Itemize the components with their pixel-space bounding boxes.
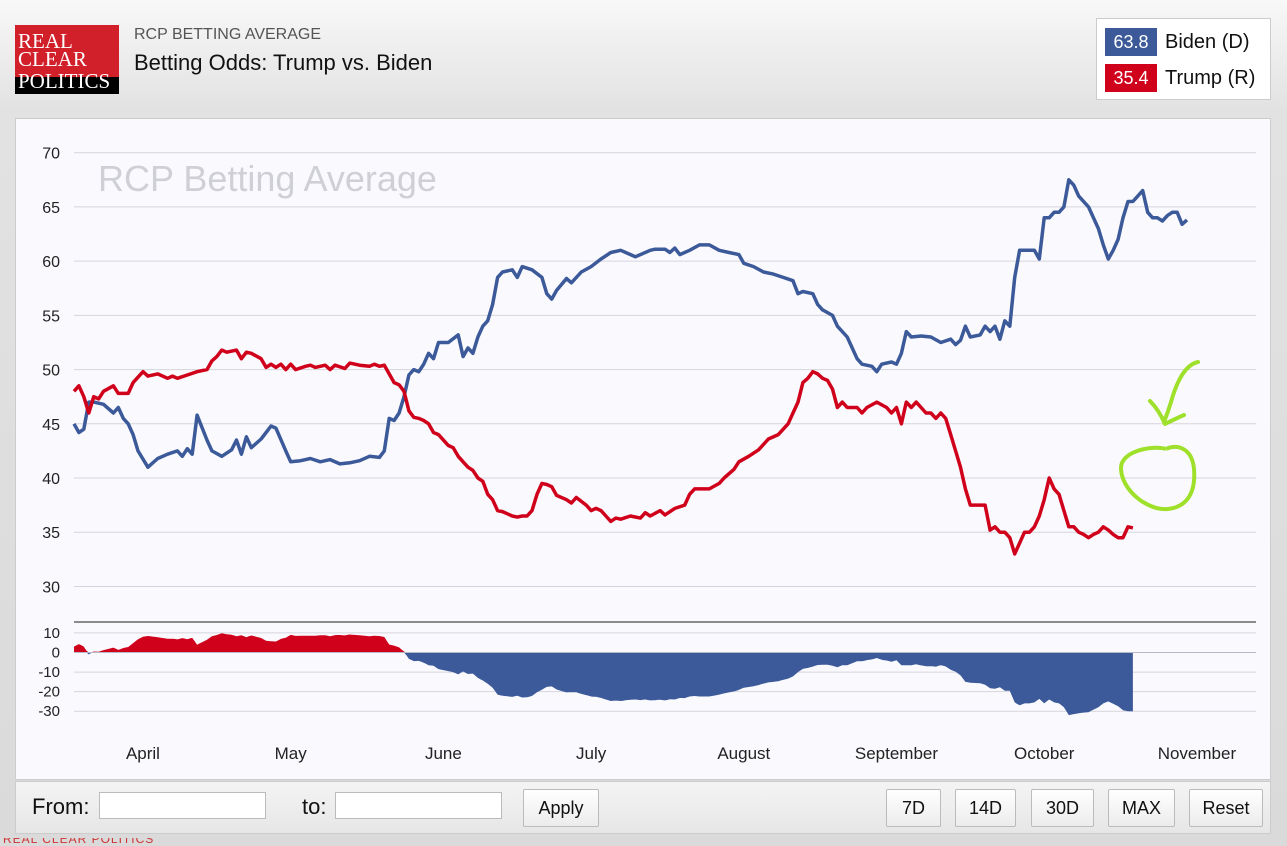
main-y-tick-label: 50 xyxy=(42,363,60,380)
spread-area xyxy=(74,633,1256,716)
annotation-arrow-head xyxy=(1148,399,1186,426)
main-y-tick-label: 60 xyxy=(42,254,60,271)
x-axis: April May June July August September October No… xyxy=(126,744,1237,763)
x-tick-label: September xyxy=(855,744,938,763)
logo-line-1: REAL xyxy=(18,29,73,53)
annotation-circle xyxy=(1118,444,1197,512)
main-y-tick-label: 45 xyxy=(42,417,60,434)
hand-drawn-annotation xyxy=(1118,360,1200,512)
main-y-tick-label: 40 xyxy=(42,471,60,488)
x-tick-label: July xyxy=(576,744,607,763)
legend-name-trump: Trump (R) xyxy=(1165,66,1256,89)
footer-brand: REAL CLEAR POLITICS xyxy=(0,838,200,846)
spread-y-tick-label: 0 xyxy=(52,644,60,661)
range-7d-button[interactable]: 7D xyxy=(886,789,941,827)
spread-y-tick-label: -30 xyxy=(38,703,60,720)
spread-y-tick-label: -20 xyxy=(38,684,60,701)
logo-red-block xyxy=(15,25,119,77)
x-tick-label: November xyxy=(1158,744,1237,763)
main-y-tick-label: 30 xyxy=(42,579,60,596)
main-series xyxy=(72,178,1189,556)
range-30d-button[interactable]: 30D xyxy=(1031,789,1094,827)
main-y-tick-label: 70 xyxy=(42,146,60,163)
chart-watermark: RCP Betting Average xyxy=(98,158,437,199)
apply-button[interactable]: Apply xyxy=(523,789,599,827)
betting-odds-chart: 70 65 60 55 50 45 40 35 30 10 0 -10 -20 -30 RCP Bett… xyxy=(16,119,1270,779)
range-max-button[interactable]: MAX xyxy=(1108,789,1175,827)
x-tick-label: May xyxy=(275,744,308,763)
x-tick-label: August xyxy=(717,744,770,763)
main-grid: 70 65 60 55 50 45 40 35 30 xyxy=(42,146,1256,623)
chart-container: 70 65 60 55 50 45 40 35 30 10 0 -10 -20 -30 RCP Bett… xyxy=(15,118,1271,780)
series-line-trump xyxy=(72,348,1134,556)
legend-item-biden[interactable]: 63.8 Biden (D) xyxy=(1105,28,1249,56)
x-tick-label: June xyxy=(425,744,462,763)
range-controls: From: to: Apply 7D 14D 30D MAX Reset xyxy=(15,781,1271,834)
legend-value-biden: 63.8 xyxy=(1105,28,1157,56)
spread-y-tick-label: 10 xyxy=(43,625,60,642)
to-label: to: xyxy=(302,794,327,819)
from-label: From: xyxy=(32,794,90,819)
spread-area-trump xyxy=(74,633,1133,653)
reset-button[interactable]: Reset xyxy=(1189,789,1263,827)
main-y-tick-label: 65 xyxy=(42,200,60,217)
from-date-input[interactable] xyxy=(99,792,266,819)
main-y-tick-label: 35 xyxy=(42,525,60,542)
legend-value-trump: 35.4 xyxy=(1105,64,1157,92)
rcp-logo[interactable]: REAL CLEAR POLITICS xyxy=(15,25,119,94)
logo-line-3: POLITICS xyxy=(18,69,111,93)
legend: 63.8 Biden (D) 35.4 Trump (R) xyxy=(1096,18,1271,100)
page-title: Betting Odds: Trump vs. Biden xyxy=(134,50,433,75)
legend-name-biden: Biden (D) xyxy=(1165,30,1250,53)
series-line-biden xyxy=(72,178,1189,469)
chart-subtitle: RCP BETTING AVERAGE xyxy=(134,26,322,43)
to-date-input[interactable] xyxy=(335,792,502,819)
annotation-arrow-shaft xyxy=(1162,360,1200,424)
x-tick-label: April xyxy=(126,744,160,763)
range-14d-button[interactable]: 14D xyxy=(955,789,1016,827)
legend-item-trump[interactable]: 35.4 Trump (R) xyxy=(1105,64,1255,92)
spread-area-biden xyxy=(74,652,1133,716)
x-tick-label: October xyxy=(1014,744,1075,763)
main-y-tick-label: 55 xyxy=(42,308,60,325)
spread-y-tick-label: -10 xyxy=(38,664,60,681)
logo-line-2: CLEAR xyxy=(18,47,87,71)
footer-brand-text: REAL CLEAR POLITICS xyxy=(3,838,155,846)
